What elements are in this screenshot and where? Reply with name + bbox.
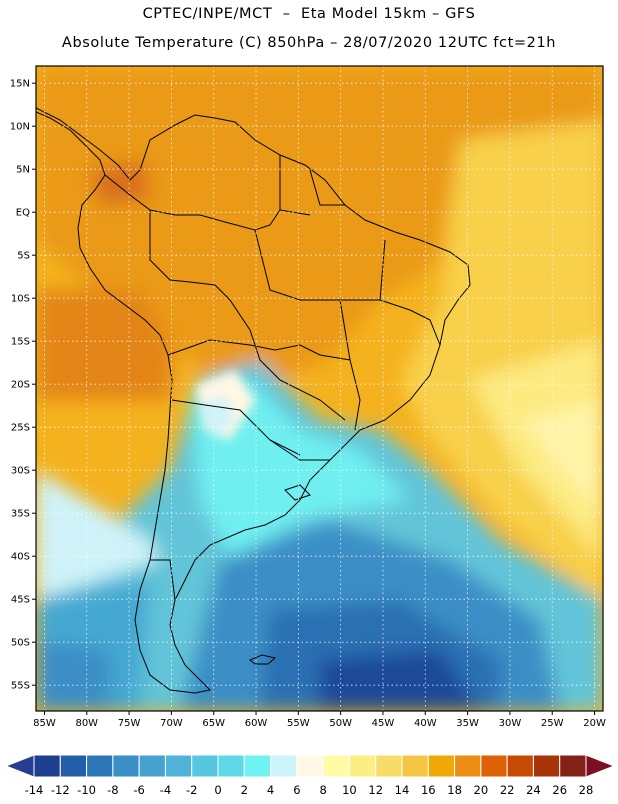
lat-tick-label: 10N bbox=[10, 122, 30, 133]
lat-tick-label: 5N bbox=[16, 165, 30, 176]
lon-tick-label: 65W bbox=[202, 718, 225, 729]
colorbar-under-arrow bbox=[4, 754, 35, 778]
colorbar-swatch bbox=[191, 754, 219, 778]
colorbar-label: 16 bbox=[421, 783, 436, 797]
colorbar-label: 2 bbox=[241, 783, 248, 797]
colorbar-label: 8 bbox=[319, 783, 326, 797]
lon-tick-label: 50W bbox=[329, 718, 352, 729]
colorbar-label: -4 bbox=[160, 783, 171, 797]
colorbar-swatch bbox=[138, 754, 166, 778]
colorbar-over-arrow bbox=[585, 754, 616, 778]
colorbar-swatch bbox=[86, 754, 114, 778]
colorbar-swatch bbox=[532, 754, 561, 778]
colorbar-swatch bbox=[243, 754, 272, 778]
colorbar-label: 12 bbox=[368, 783, 383, 797]
colorbar-label: 26 bbox=[552, 783, 567, 797]
lat-tick-label: 55S bbox=[11, 681, 30, 692]
lat-tick-label: 45S bbox=[11, 595, 30, 606]
colorbar-label: 22 bbox=[500, 783, 515, 797]
lat-tick-label: EQ bbox=[16, 208, 30, 219]
colorbar-label: 10 bbox=[342, 783, 357, 797]
lat-tick-label: 35S bbox=[11, 509, 30, 520]
colorbar: -14 -12 -10 -8 -6 -4 -2 0 2 4 6 8 10 12 14 16 18 20 22 24 26… bbox=[0, 750, 618, 800]
colorbar-swatch bbox=[480, 754, 508, 778]
colorbar-swatch bbox=[427, 754, 456, 778]
lon-tick-label: 60W bbox=[245, 718, 268, 729]
colorbar-label: -12 bbox=[51, 783, 70, 797]
lon-tick-label: 75W bbox=[118, 718, 141, 729]
lon-tick-label: 25W bbox=[541, 718, 564, 729]
lon-tick-label: 45W bbox=[372, 718, 395, 729]
lon-tick-label: 35W bbox=[456, 718, 479, 729]
coastlines bbox=[36, 107, 471, 694]
colorbar-label: 14 bbox=[395, 783, 410, 797]
colorbar-label: 24 bbox=[526, 783, 541, 797]
lon-tick-label: 70W bbox=[160, 718, 183, 729]
colorbar-swatch bbox=[33, 754, 61, 778]
colorbar-swatch bbox=[322, 754, 350, 778]
lon-tick-label: 80W bbox=[75, 718, 98, 729]
colorbar-label: 4 bbox=[267, 783, 274, 797]
lon-tick-label: 40W bbox=[414, 718, 437, 729]
colorbar-label: -10 bbox=[77, 783, 96, 797]
chart-subtitle: Absolute Temperature (C) 850hPa – 28/07/… bbox=[61, 35, 557, 51]
lat-tick-label: 50S bbox=[11, 638, 30, 649]
chart-title: CPTEC/INPE/MCT – Eta Model 15km – GFS bbox=[142, 6, 476, 22]
lat-tick-label: 40S bbox=[11, 552, 30, 563]
lon-tick-label: 30W bbox=[499, 718, 522, 729]
longitude-labels: 85W 80W 75W 70W 65W 60W 55W 50W 45W 40W 35W 30W 25W 2… bbox=[33, 711, 606, 729]
lon-tick-label: 55W bbox=[287, 718, 310, 729]
lat-tick-label: 30S bbox=[11, 466, 30, 477]
lat-tick-label: 15S bbox=[11, 337, 30, 348]
colorbar-label: -2 bbox=[186, 783, 197, 797]
lat-tick-label: 25S bbox=[11, 423, 30, 434]
colorbar-swatch bbox=[112, 754, 140, 778]
colorbar-label: 20 bbox=[474, 783, 489, 797]
colorbar-swatch bbox=[270, 754, 298, 778]
gridlines bbox=[36, 66, 603, 711]
colorbar-swatch bbox=[296, 754, 324, 778]
colorbar-label: -14 bbox=[25, 783, 44, 797]
colorbar-label: 6 bbox=[293, 783, 300, 797]
colorbar-swatch bbox=[164, 754, 193, 778]
colorbar-swatch bbox=[217, 754, 245, 778]
lat-tick-label: 15N bbox=[10, 79, 30, 90]
colorbar-label: -8 bbox=[107, 783, 118, 797]
lat-tick-label: 20S bbox=[11, 380, 30, 391]
lon-tick-label: 20W bbox=[583, 718, 606, 729]
map-frame bbox=[35, 65, 604, 712]
lat-tick-label: 5S bbox=[17, 251, 30, 262]
colorbar-swatch bbox=[375, 754, 403, 778]
colorbar-label: 18 bbox=[447, 783, 462, 797]
colorbar-swatch bbox=[454, 754, 482, 778]
colorbar-swatch bbox=[506, 754, 534, 778]
temperature-map: 15N 10N 5N EQ 5S 10S 15S 20S 25S 30S 35S 40S 45S 50S 5… bbox=[0, 60, 618, 730]
colorbar-swatch bbox=[559, 754, 587, 778]
colorbar-label: -6 bbox=[133, 783, 144, 797]
colorbar-swatch bbox=[348, 754, 377, 778]
colorbar-label: 0 bbox=[214, 783, 221, 797]
lat-tick-label: 10S bbox=[11, 294, 30, 305]
colorbar-label: 28 bbox=[579, 783, 594, 797]
lon-tick-label: 85W bbox=[33, 718, 56, 729]
latitude-labels: 15N 10N 5N EQ 5S 10S 15S 20S 25S 30S 35S 40S 45S 50S 5… bbox=[10, 79, 36, 692]
colorbar-swatch bbox=[59, 754, 88, 778]
colorbar-swatch bbox=[401, 754, 429, 778]
temperature-field bbox=[36, 66, 603, 711]
